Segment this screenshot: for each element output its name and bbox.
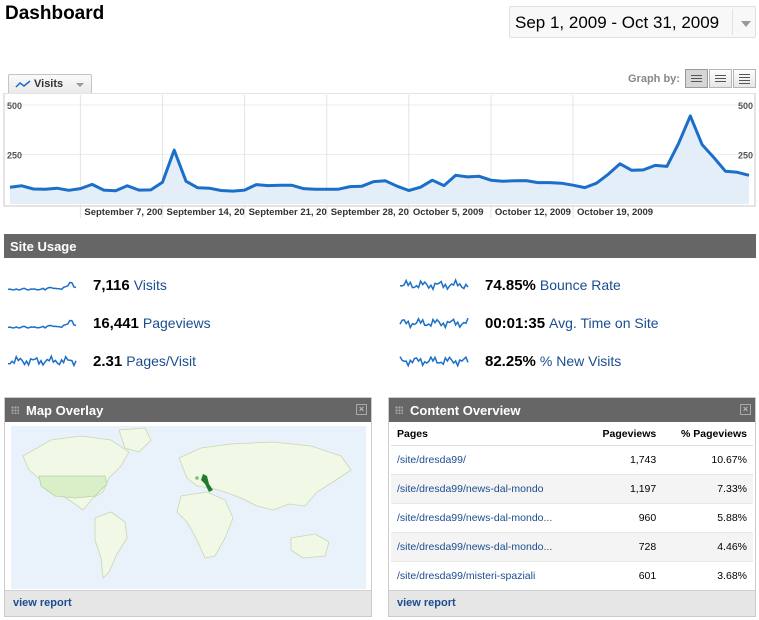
page-link[interactable]: /site/dresda99/news-dal-mondo xyxy=(391,474,586,504)
visits-line[interactable] xyxy=(9,114,750,193)
map-overlay-header[interactable]: Map Overlay × xyxy=(5,398,371,422)
map-south-america xyxy=(94,511,128,579)
table-row: /site/dresda99/news-dal-mondo... 728 4.4… xyxy=(391,532,753,562)
x-tick-label: September 7, 200 xyxy=(84,207,162,218)
chevron-down-icon xyxy=(741,21,751,27)
page-link[interactable]: /site/dresda99/ xyxy=(391,445,586,475)
line-chart-icon xyxy=(15,80,31,88)
map-italy-highlight xyxy=(201,474,213,492)
x-tick-label: October 12, 2009 xyxy=(495,207,571,218)
x-tick-label: October 19, 2009 xyxy=(577,207,653,218)
new-visits-sparkline xyxy=(399,355,469,368)
avg-time-value: 00:01:35 xyxy=(485,315,546,332)
bounce-rate-link[interactable]: Bounce Rate xyxy=(539,277,621,293)
table-header-row: Pages Pageviews % Pageviews xyxy=(391,423,753,446)
pageviews-cell: 601 xyxy=(585,561,663,591)
content-footer: view report xyxy=(389,590,755,616)
table-row: /site/dresda99/news-dal-mondo 1,197 7.33… xyxy=(391,474,753,504)
pages-per-visit-value: 2.31 xyxy=(93,353,123,370)
pages-per-visit-link[interactable]: Pages/Visit xyxy=(126,353,196,369)
pageviews-link[interactable]: Pageviews xyxy=(142,315,211,331)
map-view-report-link[interactable]: view report xyxy=(13,597,72,609)
page-link[interactable]: /site/dresda99/news-dal-mondo... xyxy=(391,503,586,533)
content-table: Pages Pageviews % Pageviews /site/dresda… xyxy=(391,423,753,591)
bounce-rate-value: 74.85% xyxy=(485,277,536,294)
table-row: /site/dresda99/news-dal-mondo... 960 5.8… xyxy=(391,503,753,533)
graph-by-label: Graph by: xyxy=(628,73,680,85)
pct-cell: 10.67% xyxy=(662,445,753,475)
visits-link[interactable]: Visits xyxy=(133,277,167,293)
y-tick-label-left: 500 xyxy=(7,101,22,111)
graph-by-week-button[interactable] xyxy=(709,69,732,88)
map-country-marker xyxy=(195,476,199,480)
col-pct-pageviews[interactable]: % Pageviews xyxy=(662,423,753,446)
content-overview-title: Content Overview xyxy=(410,403,521,418)
content-view-report-link[interactable]: view report xyxy=(397,597,456,609)
map-usa xyxy=(38,475,108,499)
date-range-selector[interactable]: Sep 1, 2009 - Oct 31, 2009 xyxy=(509,6,756,38)
drag-handle-icon[interactable] xyxy=(395,406,403,414)
content-overview-panel: Content Overview × Pages Pageviews % Pag… xyxy=(388,397,756,617)
pageviews-cell: 960 xyxy=(585,503,663,533)
pageviews-cell: 1,197 xyxy=(585,474,663,504)
visits-sparkline xyxy=(7,281,77,291)
x-tick-label: September 14, 20 xyxy=(166,207,244,218)
avg-time-link[interactable]: Avg. Time on Site xyxy=(549,315,659,331)
pages-per-visit-sparkline xyxy=(7,354,77,368)
pageviews-cell: 728 xyxy=(585,532,663,562)
metric-selector-tab[interactable]: Visits xyxy=(8,74,92,94)
world-map[interactable] xyxy=(11,426,366,589)
map-greenland xyxy=(118,427,152,453)
map-overlay-panel: Map Overlay × view report xyxy=(4,397,372,617)
bounce-rate-sparkline xyxy=(399,278,469,292)
col-pageviews[interactable]: Pageviews xyxy=(585,423,663,446)
content-overview-header[interactable]: Content Overview × xyxy=(389,398,755,422)
caret-down-icon xyxy=(76,83,84,87)
visits-area-fill xyxy=(10,115,749,204)
map-north-america xyxy=(22,435,130,511)
pageviews-cell: 1,743 xyxy=(585,445,663,475)
metric-tab-label: Visits xyxy=(34,78,64,90)
pct-cell: 5.88% xyxy=(662,503,753,533)
page-title: Dashboard xyxy=(5,3,105,24)
pct-cell: 7.33% xyxy=(662,474,753,504)
visits-chart[interactable]: 500 500 250 250 September 7, 200 September 14… xyxy=(0,93,759,223)
close-icon[interactable]: × xyxy=(356,404,367,415)
visits-value: 7,116 xyxy=(93,277,130,294)
new-visits-value: 82.25% xyxy=(485,353,536,370)
y-tick-label-left: 250 xyxy=(7,151,22,161)
pageviews-sparkline xyxy=(7,319,77,329)
pageviews-value: 16,441 xyxy=(93,315,139,332)
graph-by-month-button[interactable] xyxy=(733,69,756,88)
avg-time-sparkline xyxy=(399,317,469,330)
table-row: /site/dresda99/misteri-spaziali 601 3.68… xyxy=(391,561,753,591)
x-tick-label: October 5, 2009 xyxy=(413,207,484,218)
x-tick-label: September 21, 20 xyxy=(249,207,327,218)
close-icon[interactable]: × xyxy=(740,404,751,415)
map-africa xyxy=(176,491,234,559)
map-australia xyxy=(290,533,330,559)
page-link[interactable]: /site/dresda99/misteri-spaziali xyxy=(391,561,586,591)
map-overlay-title: Map Overlay xyxy=(26,403,104,418)
pct-cell: 4.46% xyxy=(662,532,753,562)
map-footer: view report xyxy=(5,590,371,616)
date-range-text: Sep 1, 2009 - Oct 31, 2009 xyxy=(515,13,720,32)
pct-cell: 3.68% xyxy=(662,561,753,591)
y-tick-label-right: 250 xyxy=(738,151,753,161)
page-link[interactable]: /site/dresda99/news-dal-mondo... xyxy=(391,532,586,562)
table-row: /site/dresda99/ 1,743 10.67% xyxy=(391,445,753,475)
site-usage-header: Site Usage xyxy=(4,234,756,258)
drag-handle-icon[interactable] xyxy=(11,406,19,414)
graph-by-day-button[interactable] xyxy=(685,69,708,88)
new-visits-link[interactable]: % New Visits xyxy=(539,353,622,369)
col-pages[interactable]: Pages xyxy=(391,423,586,446)
y-tick-label-right: 500 xyxy=(738,101,753,111)
x-tick-label: September 28, 20 xyxy=(331,207,409,218)
